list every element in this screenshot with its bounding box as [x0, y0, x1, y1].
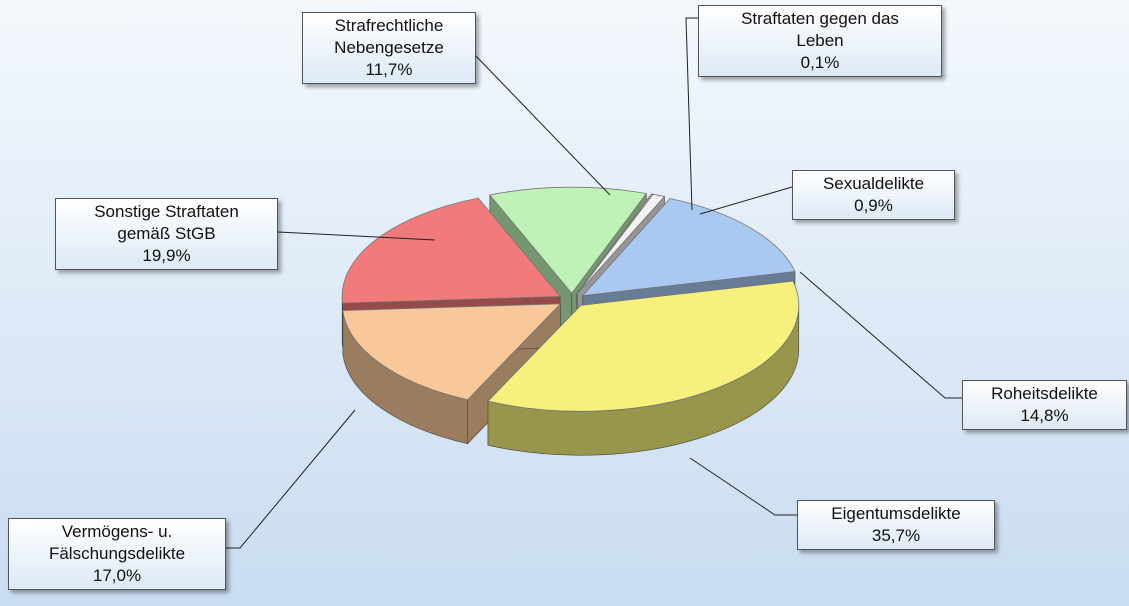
label-name: Sonstige Straftaten gemäß StGB [94, 202, 239, 243]
label-name: Vermögens- u. Fälschungsdelikte [48, 522, 186, 563]
label-name: Straftaten gegen das Leben [741, 9, 899, 50]
slice-side-shade [487, 305, 799, 456]
label-value: 11,7% [365, 60, 413, 79]
slice [341, 197, 561, 304]
label-name: Roheitsdelikte [991, 384, 1098, 403]
slice [576, 193, 666, 294]
data-label: Eigentumsdelikte 35,7% [797, 500, 995, 550]
leader-line [689, 457, 797, 516]
slice [489, 186, 648, 294]
label-value: 14,8% [1020, 406, 1069, 425]
leader-line [685, 17, 698, 211]
slice [342, 303, 562, 401]
label-value: 0,9% [854, 196, 893, 215]
leader-line [226, 409, 356, 549]
leader-line [799, 271, 962, 399]
data-label: Sonstige Straftaten gemäß StGB 19,9% [55, 198, 278, 270]
data-label: Straftaten gegen das Leben 0,1% [698, 5, 942, 77]
leader-line [277, 231, 436, 241]
slice [581, 198, 796, 297]
slice [487, 280, 800, 412]
label-value: 19,9% [142, 246, 191, 265]
data-label: Vermögens- u. Fälschungsdelikte 17,0% [8, 518, 226, 590]
label-value: 0,1% [800, 53, 840, 72]
label-name: Strafrechtliche Nebengesetze [334, 16, 444, 57]
leader-line [474, 54, 611, 196]
label-value: 17,0% [92, 566, 142, 585]
data-label: Sexualdelikte 0,9% [792, 170, 955, 220]
leader-line [699, 186, 793, 215]
data-label: Strafrechtliche Nebengesetze 11,7% [302, 12, 476, 84]
data-label: Roheitsdelikte 14,8% [962, 380, 1127, 430]
label-value: 35,7% [871, 526, 921, 545]
slice-side-shade [342, 310, 468, 444]
label-name: Sexualdelikte [822, 174, 925, 193]
label-name: Eigentumsdelikte [831, 504, 961, 523]
